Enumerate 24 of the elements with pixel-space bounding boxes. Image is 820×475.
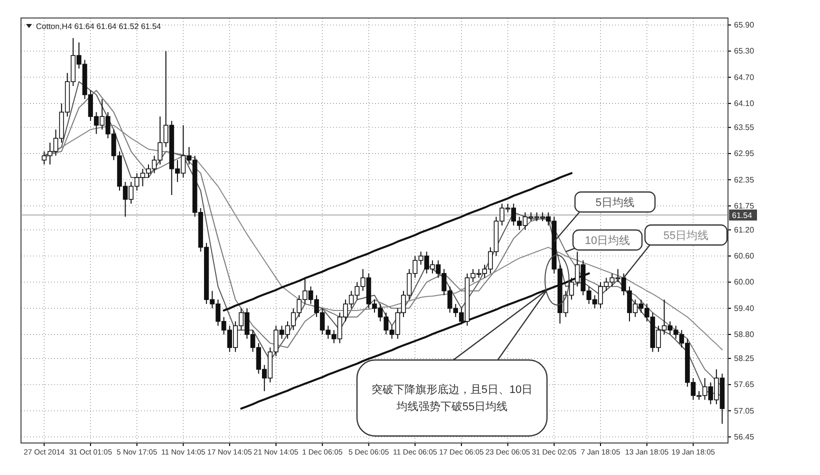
y-tick-label: 65.30 <box>734 46 755 56</box>
text: Cotton,H4 61.64 61.64 61.52 61.54 <box>36 22 162 31</box>
annotation: 突破下降旗形底边，且5日、10日均线强势下破55日均线 <box>371 383 533 413</box>
text: 55日均线 <box>663 229 709 242</box>
y-tick-label: 61.75 <box>734 201 755 210</box>
y-tick-label: 60.60 <box>734 252 755 261</box>
line-series <box>222 172 573 312</box>
y-tick-label: 61.20 <box>734 225 755 234</box>
y-tick-label: 57.05 <box>734 406 755 416</box>
y-tick-label: 65.90 <box>734 20 755 30</box>
y-tick-label: 58.25 <box>734 354 755 363</box>
y-tick-label: 64.70 <box>734 72 755 82</box>
y-tick-label: 62.35 <box>734 175 755 184</box>
y-tick-label: 64.10 <box>734 98 755 108</box>
y-tick-label: 58.80 <box>734 330 755 340</box>
y-tick-label: 57.65 <box>734 380 755 390</box>
ref-line-label: 61.54 <box>732 211 753 220</box>
y-tick-label: 56.45 <box>734 432 755 442</box>
text: 5日均线 <box>595 196 635 209</box>
series-label: 10日均线 <box>584 234 630 247</box>
y-tick-label: 63.55 <box>734 122 755 132</box>
y-tick-label: 59.40 <box>734 304 755 313</box>
y-tick-label: 62.95 <box>734 149 755 158</box>
y-tick-label: 60.00 <box>734 278 755 287</box>
